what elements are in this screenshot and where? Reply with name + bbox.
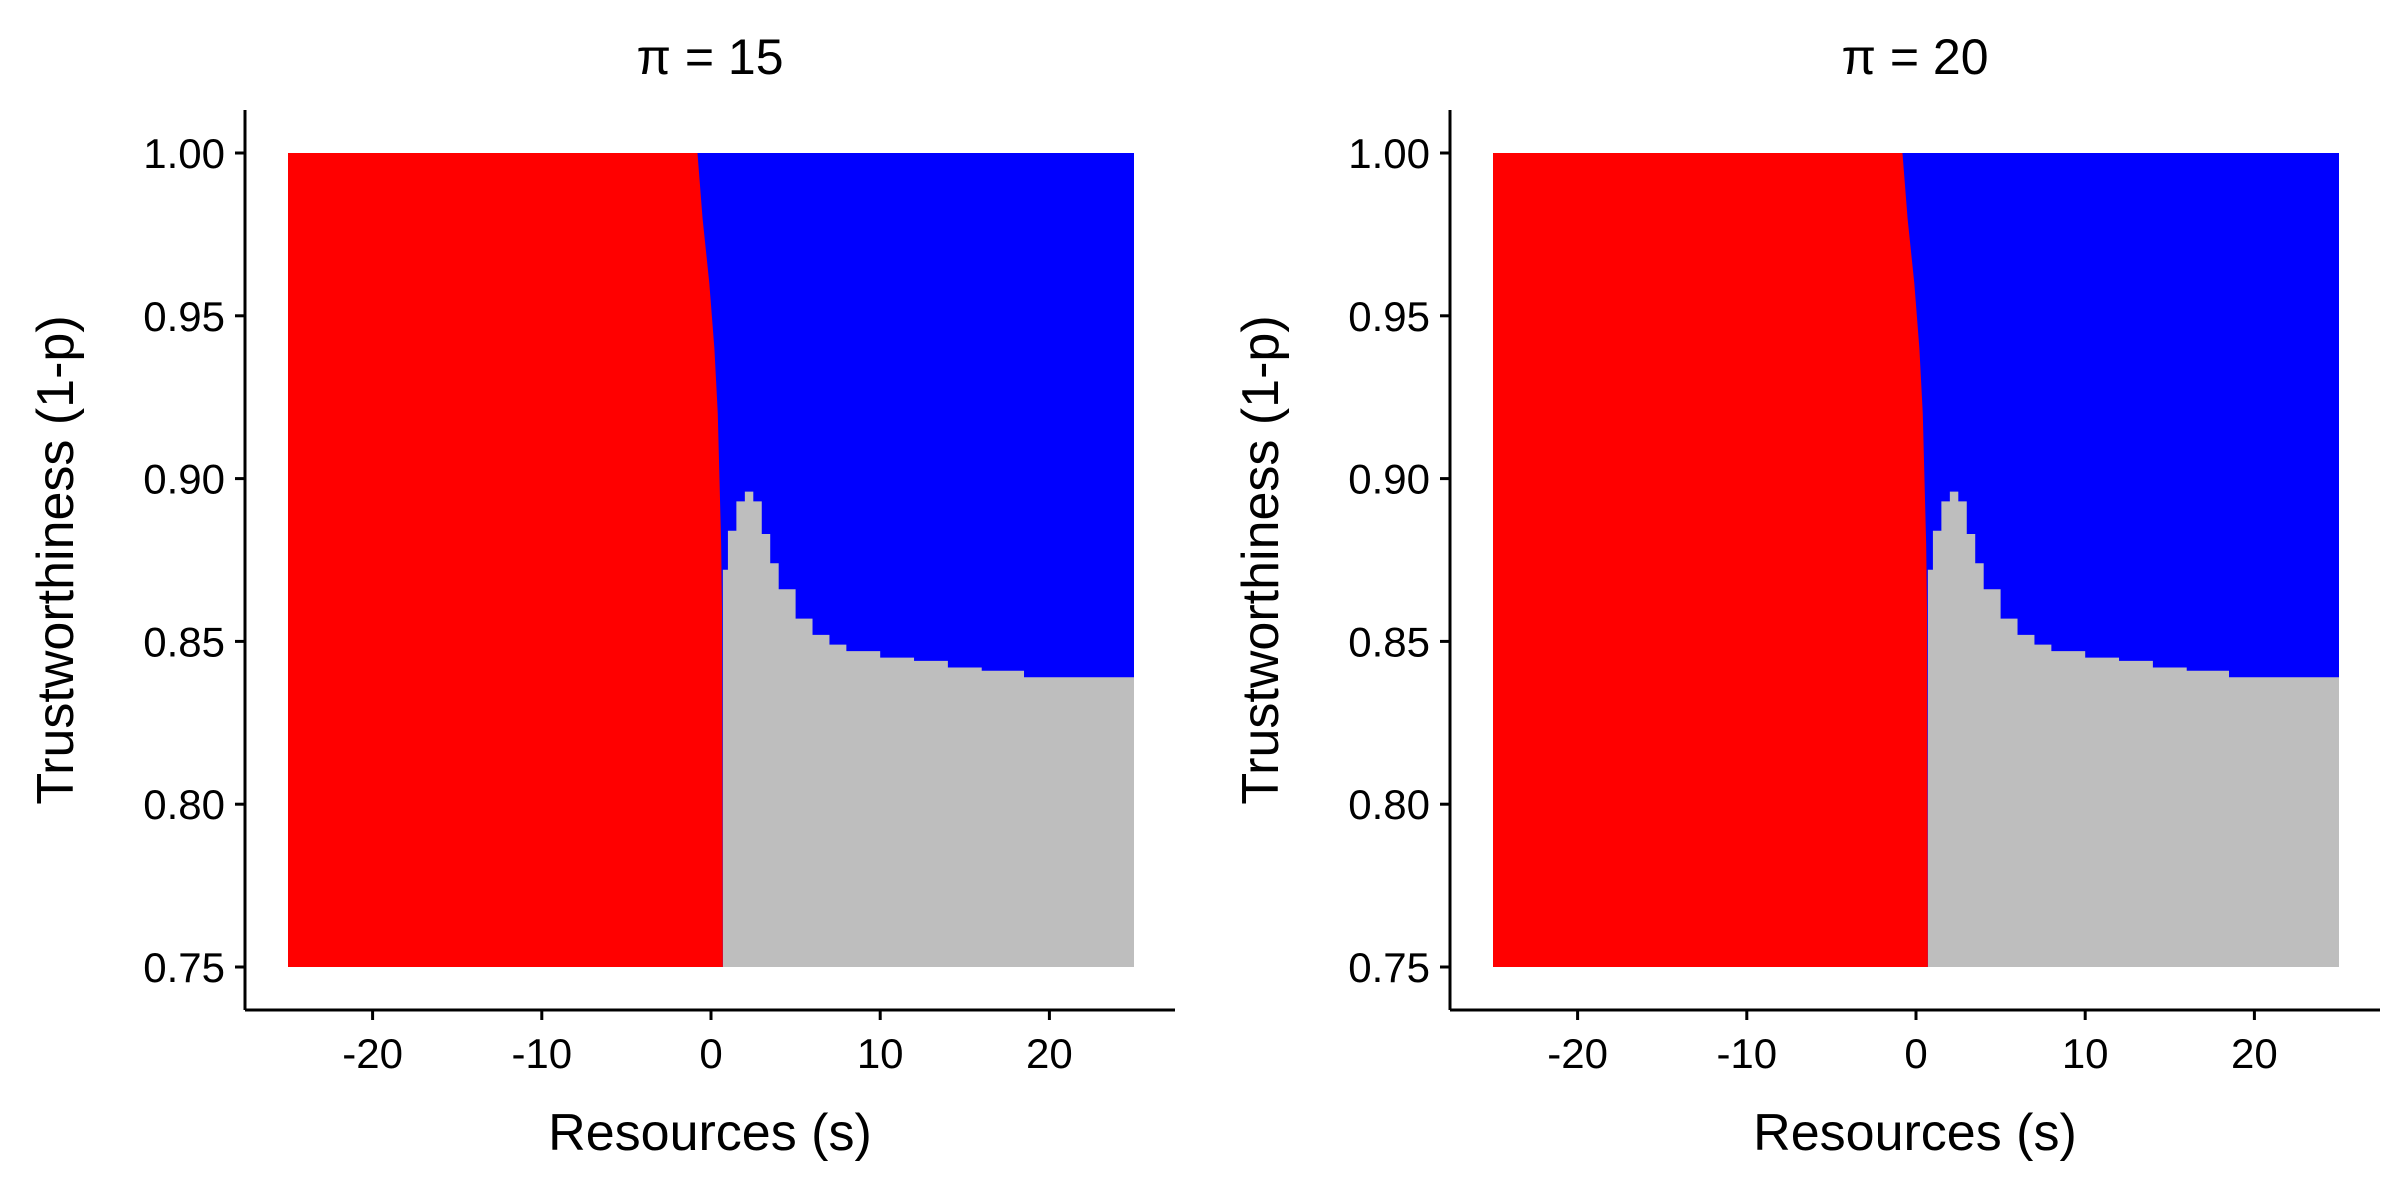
chart-title: π = 15 xyxy=(636,29,783,85)
y-tick-label: 0.90 xyxy=(143,456,225,503)
x-tick-label: 10 xyxy=(2062,1030,2109,1077)
chart-panel-2: 0.75 0.80 0.85 0.90 0.95 1.00 -20 -10 0 10 20 π = 2… xyxy=(1232,29,2380,1162)
x-tick-label: 20 xyxy=(2231,1030,2278,1077)
chart-title: π = 20 xyxy=(1841,29,1988,85)
x-axis-label: Resources (s) xyxy=(1753,1104,2077,1162)
x-tick-label: 20 xyxy=(1026,1030,1073,1077)
region-red xyxy=(1493,153,1928,967)
y-tick-label: 1.00 xyxy=(1348,130,1430,177)
x-tick-label: 0 xyxy=(1904,1030,1927,1077)
x-tick-label: -10 xyxy=(511,1030,572,1077)
y-tick-label: 0.95 xyxy=(1348,293,1430,340)
y-axis-label: Trustworthiness (1-p) xyxy=(1232,315,1290,804)
region-red xyxy=(288,153,723,967)
y-axis-label: Trustworthiness (1-p) xyxy=(27,315,85,804)
x-axis-label: Resources (s) xyxy=(548,1104,872,1162)
x-tick-label: 10 xyxy=(857,1030,904,1077)
x-tick-label: -20 xyxy=(342,1030,403,1077)
region-gray xyxy=(722,491,1134,967)
y-tick-label: 1.00 xyxy=(143,130,225,177)
region-gray xyxy=(1927,491,2339,967)
y-tick-label: 0.85 xyxy=(143,618,225,665)
y-tick-label: 0.90 xyxy=(1348,456,1430,503)
y-tick-label: 0.75 xyxy=(1348,944,1430,991)
y-tick-label: 0.80 xyxy=(143,781,225,828)
y-tick-label: 0.85 xyxy=(1348,618,1430,665)
x-tick-label: 0 xyxy=(699,1030,722,1077)
y-tick-label: 0.95 xyxy=(143,293,225,340)
y-tick-label: 0.80 xyxy=(1348,781,1430,828)
x-tick-label: -20 xyxy=(1547,1030,1608,1077)
x-tick-label: -10 xyxy=(1716,1030,1777,1077)
chart-panel-1: 0.75 0.80 0.85 0.90 0.95 1.00 -20 -10 0 10 20 π = 1… xyxy=(27,29,1175,1162)
y-tick-label: 0.75 xyxy=(143,944,225,991)
